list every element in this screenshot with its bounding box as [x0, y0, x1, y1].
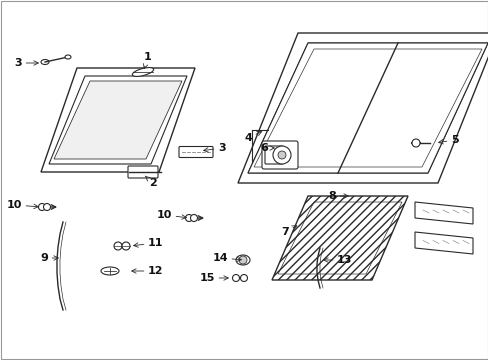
Circle shape [278, 151, 285, 159]
Ellipse shape [132, 68, 153, 76]
Circle shape [411, 139, 419, 147]
Circle shape [239, 256, 246, 264]
Text: 3: 3 [203, 143, 225, 153]
Polygon shape [49, 76, 186, 164]
Circle shape [190, 215, 197, 221]
FancyBboxPatch shape [128, 166, 158, 178]
Text: 14: 14 [212, 253, 241, 263]
Ellipse shape [65, 55, 71, 59]
FancyBboxPatch shape [262, 141, 297, 169]
Text: 2: 2 [145, 176, 157, 188]
Polygon shape [414, 232, 472, 254]
Circle shape [272, 146, 290, 164]
Text: 13: 13 [323, 255, 352, 265]
Text: 6: 6 [260, 143, 274, 153]
Polygon shape [238, 33, 488, 183]
FancyBboxPatch shape [179, 147, 213, 158]
Text: 9: 9 [40, 253, 58, 263]
Polygon shape [271, 196, 407, 280]
Circle shape [232, 274, 239, 282]
Text: 7: 7 [281, 226, 296, 237]
Polygon shape [337, 43, 487, 173]
Text: 3: 3 [14, 58, 38, 68]
Text: 5: 5 [438, 135, 458, 145]
FancyBboxPatch shape [264, 146, 283, 164]
Text: 11: 11 [133, 238, 163, 248]
Text: 1: 1 [143, 52, 152, 68]
Circle shape [39, 203, 45, 211]
Polygon shape [41, 68, 195, 172]
Text: 15: 15 [199, 273, 228, 283]
Text: 4: 4 [244, 131, 261, 143]
Circle shape [114, 242, 122, 250]
Polygon shape [247, 43, 487, 173]
Ellipse shape [41, 59, 49, 64]
Ellipse shape [236, 255, 249, 265]
Text: 12: 12 [131, 266, 163, 276]
Circle shape [122, 242, 130, 250]
Polygon shape [247, 43, 397, 173]
Text: 10: 10 [7, 200, 38, 210]
Ellipse shape [101, 267, 119, 275]
Circle shape [43, 203, 50, 211]
Polygon shape [414, 202, 472, 224]
Text: 10: 10 [156, 210, 186, 220]
Circle shape [185, 215, 192, 221]
Circle shape [240, 274, 247, 282]
Polygon shape [54, 81, 182, 159]
Text: 8: 8 [327, 191, 347, 201]
